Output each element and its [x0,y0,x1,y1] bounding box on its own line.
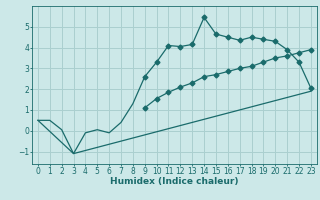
X-axis label: Humidex (Indice chaleur): Humidex (Indice chaleur) [110,177,239,186]
